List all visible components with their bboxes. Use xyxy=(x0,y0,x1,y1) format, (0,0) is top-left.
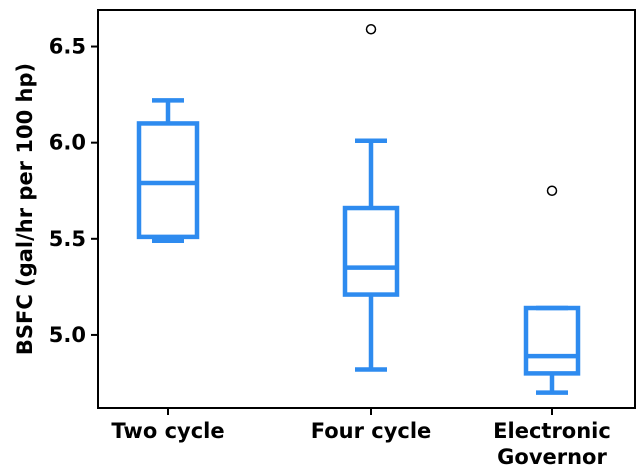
x-tick-label: Electronic Governor xyxy=(493,419,611,466)
box-group xyxy=(136,98,200,243)
box-group xyxy=(342,23,400,372)
y-tick-label: 6.0 xyxy=(49,131,86,155)
box-series xyxy=(136,23,581,395)
box-group xyxy=(523,185,581,395)
plot-frame xyxy=(97,9,636,409)
box-iqr xyxy=(523,305,581,376)
y-axis-label: BSFC (gal/hr per 100 hp) xyxy=(13,63,37,355)
box-iqr xyxy=(342,205,400,297)
x-tick-label: Two cycle xyxy=(111,419,224,443)
x-tick-label: Four cycle xyxy=(311,419,432,443)
y-axis-ticks: 5.0 5.5 6.0 6.5 xyxy=(49,35,98,347)
outlier-point xyxy=(546,185,558,196)
y-tick-label: 5.5 xyxy=(49,227,86,251)
box-iqr xyxy=(136,121,200,240)
y-tick-label: 5.0 xyxy=(49,323,86,347)
x-axis-ticks: Two cycle Four cycle Electronic Governor xyxy=(111,408,611,466)
outlier-point xyxy=(365,23,377,35)
y-tick-label: 6.5 xyxy=(49,35,86,59)
